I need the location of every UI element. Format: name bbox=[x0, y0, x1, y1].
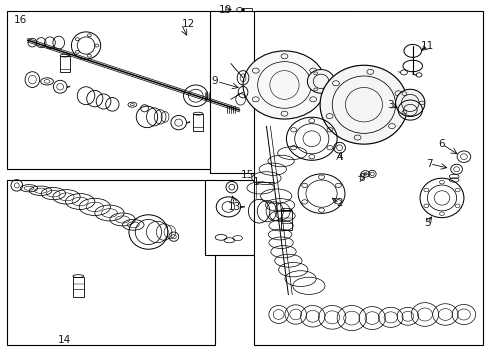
Text: 13: 13 bbox=[228, 202, 241, 212]
Text: 3: 3 bbox=[386, 100, 393, 110]
Bar bbox=[193, 114, 203, 131]
Bar bbox=[73, 277, 84, 297]
Text: 2: 2 bbox=[336, 198, 342, 208]
Bar bbox=[281, 211, 291, 230]
Text: 12: 12 bbox=[182, 19, 195, 29]
Circle shape bbox=[363, 172, 366, 175]
Text: 6: 6 bbox=[438, 139, 445, 149]
Ellipse shape bbox=[243, 51, 325, 119]
Ellipse shape bbox=[320, 65, 407, 144]
Text: 7: 7 bbox=[426, 159, 432, 169]
Bar bbox=[243, 8, 251, 12]
Text: 8: 8 bbox=[358, 173, 364, 183]
Ellipse shape bbox=[307, 69, 334, 93]
Text: 16: 16 bbox=[14, 15, 27, 26]
Bar bbox=[6, 180, 215, 345]
Text: 15: 15 bbox=[240, 170, 253, 180]
Text: 10: 10 bbox=[218, 5, 231, 15]
Text: 1: 1 bbox=[252, 177, 259, 187]
Bar bbox=[205, 180, 303, 255]
Text: 14: 14 bbox=[58, 334, 71, 345]
Text: 5: 5 bbox=[423, 218, 430, 228]
Bar bbox=[254, 12, 483, 345]
Bar bbox=[210, 12, 351, 173]
Circle shape bbox=[241, 9, 244, 11]
Text: 9: 9 bbox=[210, 76, 217, 86]
Bar bbox=[6, 12, 244, 169]
Ellipse shape bbox=[395, 89, 424, 117]
Text: 11: 11 bbox=[420, 41, 433, 50]
Text: 4: 4 bbox=[336, 152, 342, 162]
Bar bbox=[60, 56, 70, 72]
